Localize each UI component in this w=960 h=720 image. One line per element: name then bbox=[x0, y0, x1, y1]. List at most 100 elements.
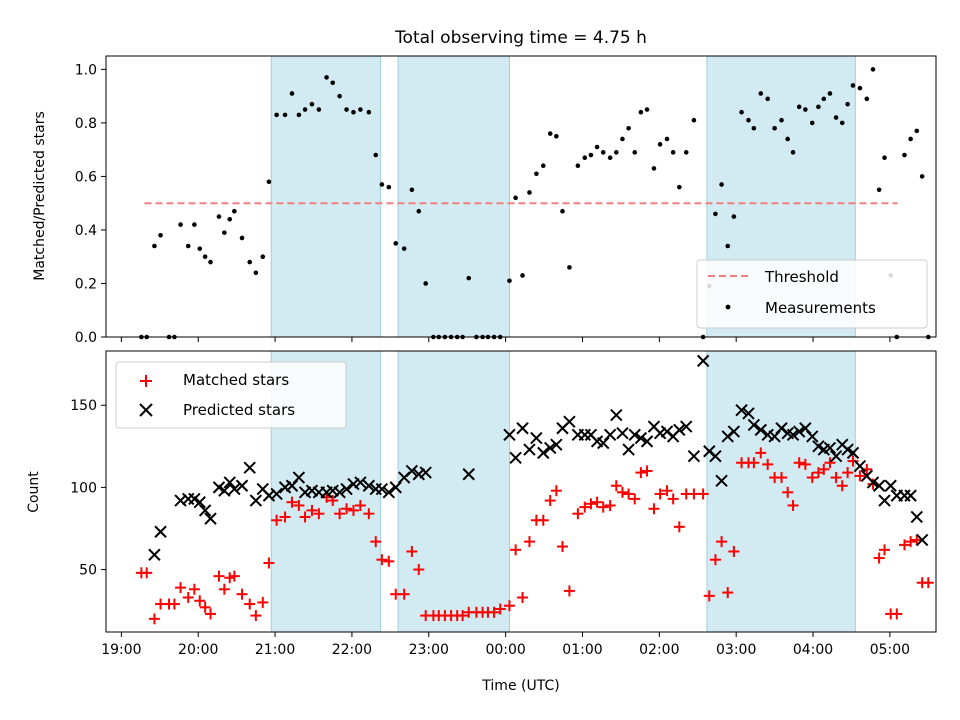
measurement-point bbox=[344, 107, 349, 112]
predicted-star-point bbox=[204, 512, 217, 525]
matched-star-point bbox=[557, 541, 568, 553]
predicted-star-point bbox=[603, 428, 617, 442]
measurement-point bbox=[719, 182, 724, 187]
bottom-legend: Matched stars Predicted stars bbox=[115, 361, 347, 429]
predicted-star-point bbox=[910, 510, 923, 524]
measurement-point bbox=[751, 125, 757, 131]
measurement-point bbox=[567, 265, 572, 270]
matched-star-point bbox=[673, 521, 685, 533]
matched-star-point bbox=[383, 555, 395, 567]
bottom-y-tick-label: 50 bbox=[79, 563, 97, 579]
predicted-star-point bbox=[610, 408, 623, 422]
measurement-point bbox=[316, 107, 322, 112]
predicted-star-point bbox=[747, 418, 761, 432]
matched-star-point bbox=[836, 480, 848, 492]
matched-star-point bbox=[306, 504, 318, 516]
predicted-star-point bbox=[243, 461, 256, 474]
predicted-star-point bbox=[503, 428, 516, 442]
bottom-axes-frame bbox=[105, 350, 937, 633]
matched-star-point bbox=[716, 536, 728, 548]
x-tick-label: 19:00 bbox=[101, 642, 141, 658]
measurement-point bbox=[222, 230, 227, 235]
matched-stars-series bbox=[135, 447, 934, 625]
top-y-tick-label: 0.2 bbox=[75, 276, 97, 292]
measurement-point bbox=[785, 136, 790, 142]
matched-star-point bbox=[648, 503, 660, 515]
measurement-point bbox=[239, 235, 245, 241]
bottom-panel: 19:00 20:00 21:00 22:00 23:00 00:00 01:00 02:00… bbox=[26, 350, 937, 694]
measurement-point bbox=[575, 163, 581, 169]
measurement-point bbox=[416, 208, 422, 214]
measurement-point bbox=[232, 208, 237, 214]
predicted-star-point bbox=[235, 479, 249, 492]
measurement-point bbox=[202, 254, 208, 260]
legend-predicted-label: Predicted stars bbox=[183, 401, 295, 419]
bottom-y-ticks: 50 100 150 bbox=[70, 398, 106, 579]
predicted-star-point bbox=[405, 464, 419, 478]
matched-star-point bbox=[141, 567, 153, 579]
matched-star-point bbox=[457, 610, 469, 622]
measurement-point bbox=[857, 85, 863, 91]
x-tick-label: 22:00 bbox=[332, 642, 372, 658]
matched-star-point bbox=[755, 447, 767, 459]
predicted-star-point bbox=[249, 494, 263, 507]
measurement-point bbox=[845, 101, 850, 107]
predicted-star-point bbox=[884, 479, 897, 492]
measurement-point bbox=[746, 117, 751, 123]
matched-star-point bbox=[728, 545, 740, 557]
measurement-point bbox=[779, 117, 784, 123]
predicted-star-point bbox=[354, 476, 367, 489]
matched-star-point bbox=[293, 499, 305, 511]
matched-star-point bbox=[911, 534, 923, 546]
predicted-star-point bbox=[228, 482, 241, 496]
matched-star-point bbox=[579, 501, 591, 513]
bottom-shaded-intervals bbox=[270, 350, 856, 633]
matched-star-point bbox=[688, 488, 700, 500]
matched-star-point bbox=[488, 606, 500, 618]
top-y-tick-label: 0.6 bbox=[75, 169, 97, 185]
matched-star-point bbox=[218, 583, 230, 595]
predicted-star-point bbox=[340, 482, 353, 496]
matched-star-point bbox=[244, 598, 256, 610]
matched-star-point bbox=[922, 577, 934, 589]
measurement-point bbox=[282, 112, 288, 118]
predicted-stars-series bbox=[148, 354, 929, 561]
matched-star-point bbox=[257, 596, 269, 608]
measurement-point bbox=[152, 243, 157, 249]
measurement-point bbox=[337, 93, 342, 99]
matched-star-point bbox=[818, 463, 830, 475]
matched-star-point bbox=[279, 511, 291, 523]
measurement-point bbox=[534, 171, 539, 177]
matched-star-point bbox=[616, 486, 628, 498]
measurement-point bbox=[600, 150, 606, 155]
measurement-point bbox=[547, 131, 553, 136]
predicted-star-point bbox=[419, 466, 432, 479]
measurement-point bbox=[839, 120, 845, 126]
predicted-star-point bbox=[509, 451, 522, 465]
predicted-star-point bbox=[640, 435, 654, 448]
matched-star-point bbox=[709, 554, 721, 566]
matched-star-point bbox=[847, 455, 859, 467]
matched-star-point bbox=[572, 508, 584, 520]
measurement-point bbox=[651, 166, 657, 171]
measurement-point bbox=[870, 67, 876, 72]
measurement-point bbox=[401, 246, 407, 251]
matched-star-point bbox=[188, 583, 200, 595]
matched-star-point bbox=[494, 603, 506, 615]
predicted-star-point bbox=[696, 354, 710, 368]
matched-star-point bbox=[629, 493, 641, 505]
matched-star-point bbox=[787, 499, 799, 511]
measurement-point bbox=[864, 96, 870, 102]
measurement-point bbox=[274, 112, 279, 118]
predicted-star-point bbox=[735, 403, 748, 417]
predicted-star-point bbox=[846, 446, 860, 460]
legend-predicted-swatch bbox=[139, 403, 153, 417]
measurement-point bbox=[302, 107, 308, 112]
matched-star-point bbox=[661, 485, 673, 497]
measurement-point bbox=[772, 125, 777, 131]
measurement-point bbox=[330, 80, 336, 86]
predicted-star-point bbox=[622, 443, 635, 456]
measurement-point bbox=[324, 75, 329, 80]
bottom-y-axis-label: Count bbox=[26, 471, 42, 513]
